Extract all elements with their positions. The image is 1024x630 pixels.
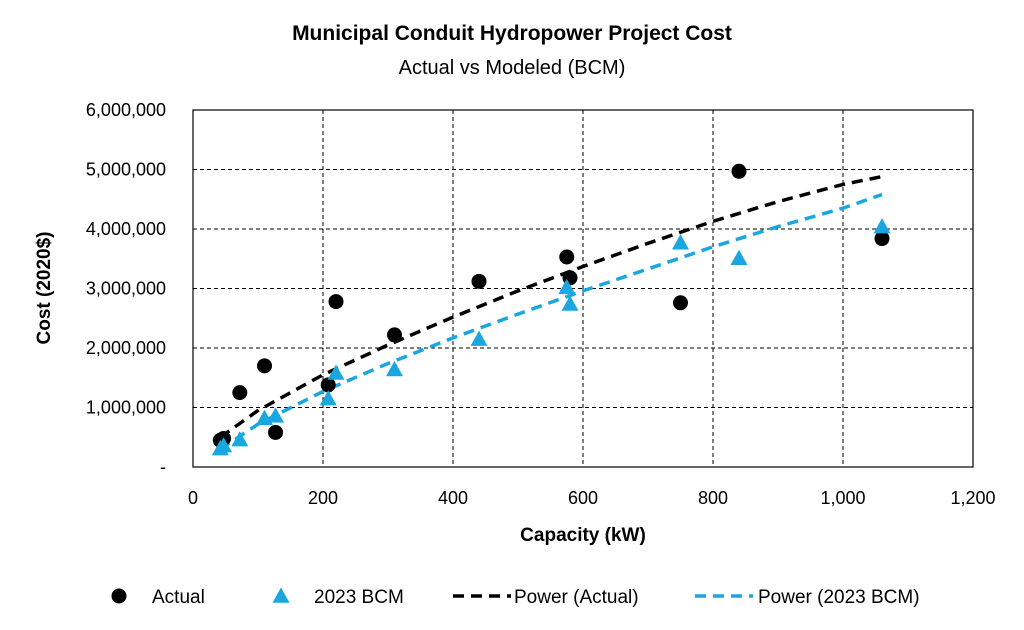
point-2023-bcm (561, 295, 579, 311)
point-actual (328, 294, 344, 310)
x-tick-label: 1,200 (950, 488, 995, 508)
point-2023-bcm (215, 437, 233, 453)
y-tick-label: 4,000,000 (86, 219, 166, 239)
point-actual (673, 295, 688, 311)
series-layer (211, 163, 891, 456)
point-actual (731, 163, 747, 179)
point-2023-bcm (873, 218, 891, 234)
point-2023-bcm (470, 330, 488, 346)
point-2023-bcm (231, 431, 249, 447)
point-2023-bcm (558, 278, 576, 295)
y-axis-title: Cost (2020$) (34, 232, 55, 345)
legend: Actual 2023 BCM Power (Actual) Power (2023 … (111, 587, 920, 608)
legend-label-power-actual: Power (Actual) (514, 587, 639, 608)
chart-subtitle: Actual vs Modeled (BCM) (399, 57, 626, 79)
point-2023-bcm (386, 360, 403, 377)
legend-label-2023-bcm: 2023 BCM (314, 587, 404, 608)
x-axis-title: Capacity (kW) (520, 525, 646, 546)
point-actual (874, 231, 890, 247)
point-actual (257, 358, 272, 374)
x-tick-label: 0 (188, 488, 198, 508)
y-tick-label: 1,000,000 (86, 398, 166, 418)
x-tick-label: 400 (438, 488, 468, 508)
x-tick-label: 600 (568, 488, 598, 508)
x-tick-label: 200 (308, 488, 338, 508)
x-tick-label: 800 (698, 488, 728, 508)
chart-title: Municipal Conduit Hydropower Project Cos… (292, 22, 732, 45)
plot-frame (192, 109, 974, 468)
grid-layer (192, 109, 974, 468)
trendline-power-2023-bcm (219, 192, 883, 451)
y-tick-label: - (160, 457, 166, 477)
x-tick-label: 1,000 (820, 488, 865, 508)
point-2023-bcm (319, 390, 337, 406)
tick-layer: - 1,000,000 2,000,000 3,000,000 4,000,000 5,0… (86, 100, 996, 508)
point-actual (268, 424, 284, 440)
y-tick-label: 5,000,000 (86, 160, 166, 180)
point-actual (320, 377, 336, 393)
y-tick-label: 6,000,000 (86, 100, 166, 120)
legend-label-power-2023-bcm: Power (2023 BCM) (758, 587, 920, 608)
point-2023-bcm (730, 249, 748, 265)
point-2023-bcm (267, 407, 285, 423)
y-tick-label: 3,000,000 (86, 279, 166, 299)
point-actual (387, 327, 402, 343)
point-2023-bcm (327, 364, 345, 380)
point-actual (559, 249, 575, 265)
legend-swatch-2023-bcm (272, 587, 290, 603)
point-actual (232, 385, 248, 401)
legend-swatch-actual (111, 588, 127, 604)
trendline-power-actual (219, 174, 883, 439)
y-tick-label: 2,000,000 (86, 338, 166, 358)
point-actual (471, 273, 487, 289)
legend-label-actual: Actual (152, 587, 205, 608)
point-2023-bcm (672, 234, 689, 250)
